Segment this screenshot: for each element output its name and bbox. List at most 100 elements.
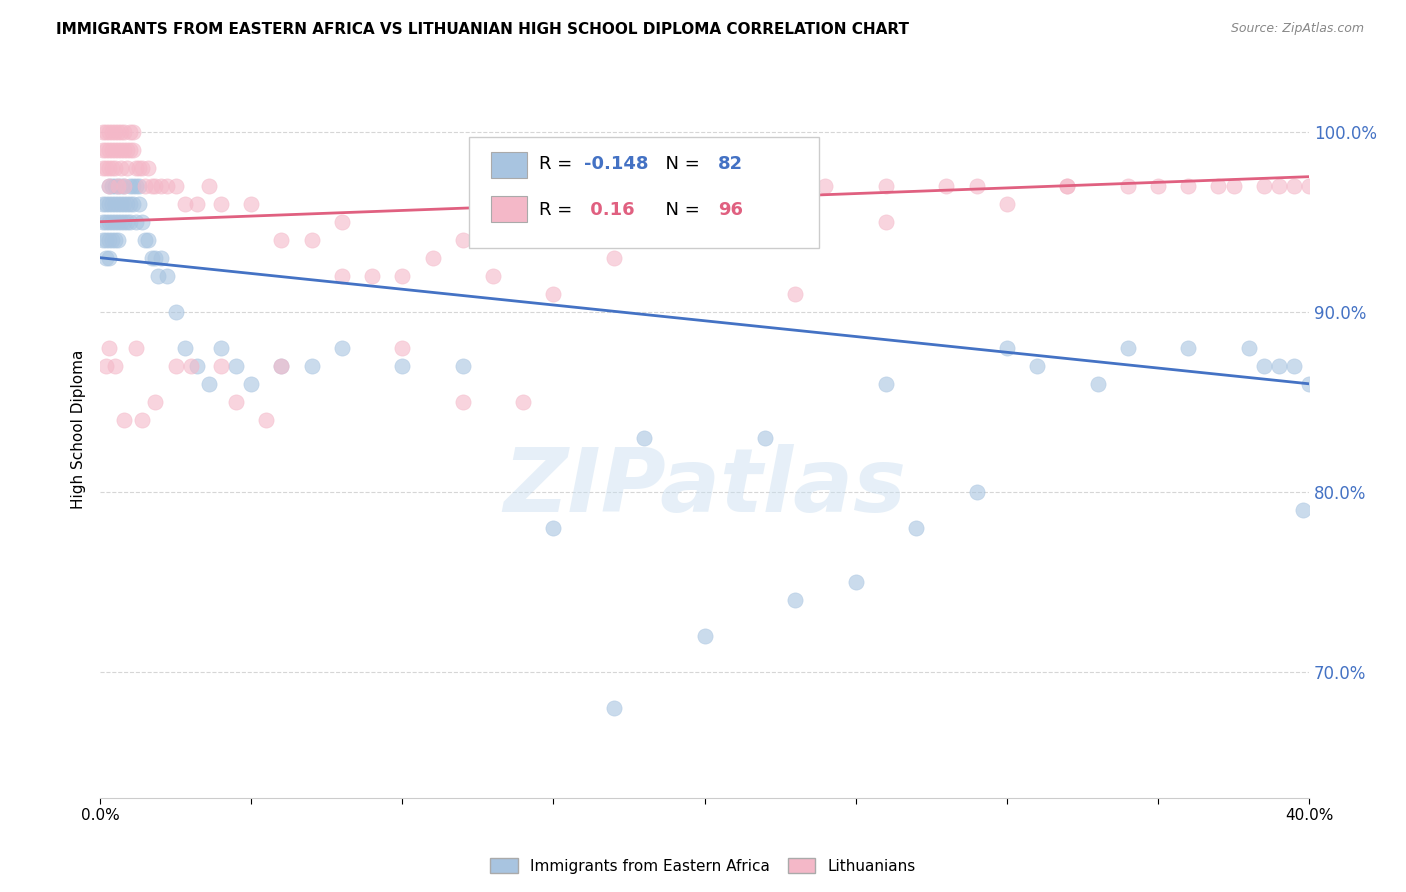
Point — [143, 178, 166, 193]
Point — [1298, 376, 1320, 391]
Point — [91, 215, 114, 229]
Point — [125, 215, 148, 229]
Point — [270, 359, 292, 373]
Point — [1237, 341, 1260, 355]
Point — [141, 178, 163, 193]
Point — [845, 574, 868, 589]
Point — [110, 143, 132, 157]
Point — [104, 359, 127, 373]
Point — [91, 125, 114, 139]
Point — [134, 178, 156, 193]
Point — [301, 233, 323, 247]
Point — [391, 341, 413, 355]
Point — [110, 215, 132, 229]
Point — [180, 359, 202, 373]
Point — [572, 178, 595, 193]
Point — [875, 178, 897, 193]
Point — [110, 196, 132, 211]
Point — [134, 233, 156, 247]
Point — [112, 178, 135, 193]
Point — [98, 233, 121, 247]
Point — [146, 268, 169, 283]
Point — [1056, 178, 1078, 193]
Point — [966, 484, 988, 499]
Point — [122, 178, 145, 193]
Point — [112, 178, 135, 193]
Point — [117, 161, 139, 175]
Point — [693, 215, 716, 229]
Point — [101, 161, 124, 175]
Point — [131, 215, 153, 229]
Point — [141, 251, 163, 265]
Point — [125, 178, 148, 193]
Point — [110, 178, 132, 193]
Point — [966, 178, 988, 193]
Point — [1056, 178, 1078, 193]
Point — [107, 125, 129, 139]
Point — [96, 143, 118, 157]
Point — [107, 143, 129, 157]
Point — [209, 359, 232, 373]
Point — [209, 196, 232, 211]
Text: -0.148: -0.148 — [583, 155, 648, 173]
Point — [91, 161, 114, 175]
Point — [107, 178, 129, 193]
Point — [143, 394, 166, 409]
Point — [254, 413, 277, 427]
Point — [107, 233, 129, 247]
Text: 82: 82 — [718, 155, 742, 173]
Point — [98, 125, 121, 139]
Point — [156, 178, 179, 193]
Point — [117, 196, 139, 211]
Point — [391, 359, 413, 373]
Point — [198, 178, 221, 193]
Point — [1298, 178, 1320, 193]
Point — [112, 143, 135, 157]
Point — [104, 125, 127, 139]
Point — [98, 161, 121, 175]
Point — [125, 341, 148, 355]
Text: 96: 96 — [718, 201, 742, 219]
Point — [451, 359, 474, 373]
Point — [603, 701, 626, 715]
Point — [935, 178, 957, 193]
Point — [131, 413, 153, 427]
Point — [1208, 178, 1230, 193]
Point — [905, 521, 928, 535]
Text: ZIPatlas: ZIPatlas — [503, 444, 905, 532]
Point — [98, 178, 121, 193]
FancyBboxPatch shape — [491, 196, 527, 222]
Point — [128, 178, 150, 193]
Point — [995, 341, 1018, 355]
Point — [1116, 178, 1139, 193]
Point — [101, 178, 124, 193]
Point — [451, 394, 474, 409]
Point — [391, 268, 413, 283]
Point — [785, 286, 807, 301]
Point — [165, 305, 187, 319]
Point — [422, 251, 444, 265]
Point — [186, 359, 208, 373]
Point — [330, 341, 353, 355]
Point — [330, 215, 353, 229]
Point — [875, 376, 897, 391]
Point — [754, 196, 776, 211]
Point — [875, 215, 897, 229]
Point — [120, 143, 142, 157]
Point — [98, 341, 121, 355]
Point — [543, 521, 565, 535]
Point — [1087, 376, 1109, 391]
Point — [633, 431, 655, 445]
Point — [96, 359, 118, 373]
Point — [107, 215, 129, 229]
Point — [1282, 178, 1305, 193]
Point — [117, 143, 139, 157]
Point — [104, 161, 127, 175]
Point — [156, 268, 179, 283]
Point — [1253, 178, 1275, 193]
Point — [995, 196, 1018, 211]
Point — [120, 178, 142, 193]
Point — [120, 215, 142, 229]
Point — [128, 196, 150, 211]
FancyBboxPatch shape — [468, 137, 820, 248]
